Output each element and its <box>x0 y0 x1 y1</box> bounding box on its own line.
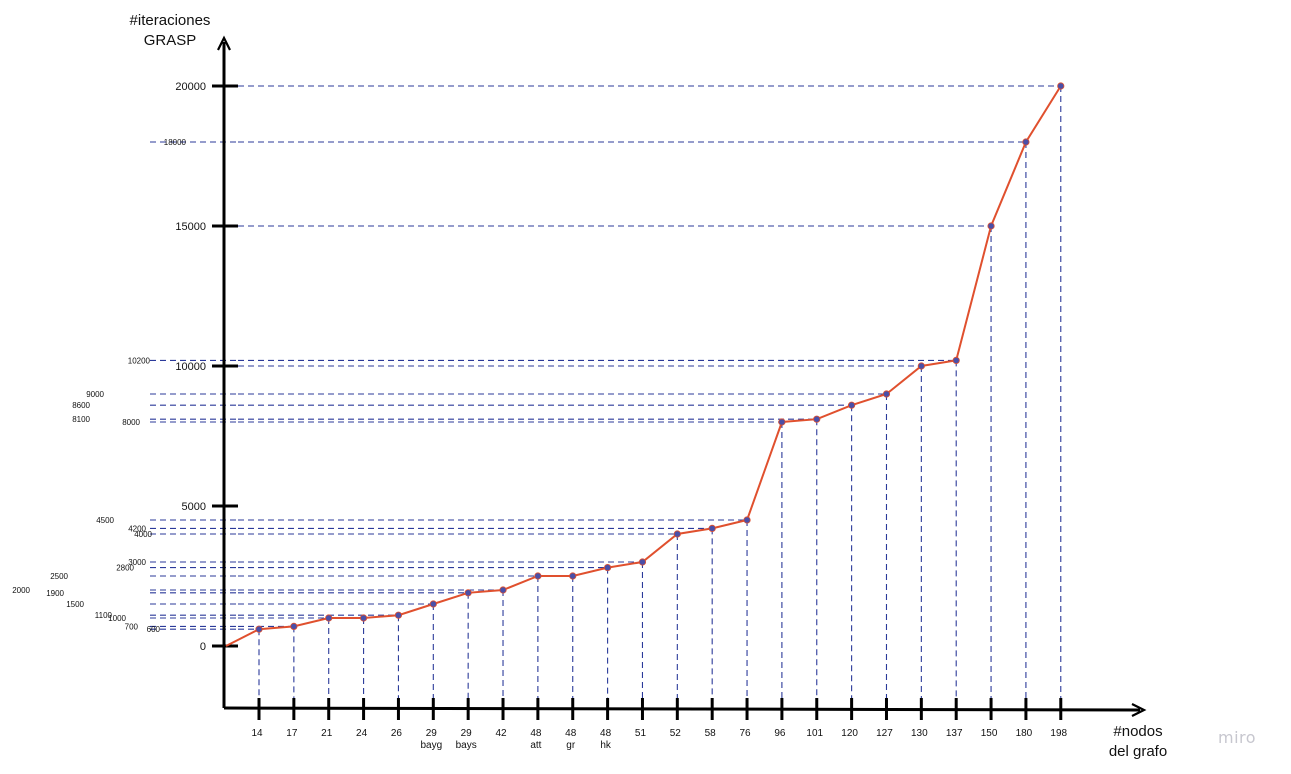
x-tick-label: 48 <box>600 728 612 739</box>
y-major-tick-label: 15000 <box>175 221 206 233</box>
x-tick-label: 180 <box>1016 728 1033 739</box>
y-major-tick-label: 5000 <box>182 501 206 513</box>
x-tick-label: 26 <box>391 728 403 739</box>
x-tick-label: 52 <box>670 728 682 739</box>
data-point <box>394 611 403 619</box>
data-point <box>499 586 507 594</box>
x-tick-label: 29 <box>461 728 473 739</box>
y-minor-label: 700 <box>125 622 139 631</box>
data-point <box>882 390 891 398</box>
x-tick-label: 51 <box>635 728 647 739</box>
y-axis-arrow <box>217 35 231 51</box>
y-minor-label: 18000 <box>164 138 187 147</box>
data-points <box>255 82 1065 633</box>
data-point <box>255 625 263 633</box>
y-minor-label: 2800 <box>116 564 134 573</box>
data-point <box>534 572 542 580</box>
miro-watermark: miro <box>1218 728 1257 747</box>
x-tick-label: 120 <box>841 728 858 739</box>
x-tick-label: 76 <box>739 728 751 739</box>
y-minor-label: 1000 <box>108 614 126 623</box>
x-axis-title: del grafo <box>1109 743 1167 760</box>
x-tick-label: 96 <box>774 728 786 739</box>
x-axis-arrow <box>1131 703 1147 717</box>
x-tick-label: 14 <box>251 728 263 739</box>
y-major-tick-label: 10000 <box>175 361 206 373</box>
y-minor-label: 2000 <box>12 586 30 595</box>
x-tick-label: 42 <box>495 728 507 739</box>
data-point <box>813 415 821 423</box>
data-point <box>917 362 925 370</box>
y-minor-label: 1900 <box>46 589 64 598</box>
y-minor-label: 1100 <box>95 611 113 620</box>
x-tick-label: 137 <box>946 728 963 739</box>
axis-ticks <box>212 84 1063 720</box>
x-tick-label: 29 <box>426 728 438 739</box>
data-point <box>464 589 472 597</box>
x-axis <box>223 706 1141 712</box>
data-point <box>1057 82 1065 90</box>
y-axis-title: #iteraciones <box>130 12 211 29</box>
y-minor-label: 8600 <box>72 401 90 410</box>
x-axis-title: #nodos <box>1113 723 1162 740</box>
x-tick-label: 130 <box>911 728 928 739</box>
x-tick-label: 21 <box>321 728 333 739</box>
x-tick-label: bays <box>456 740 477 751</box>
y-minor-label: 9000 <box>86 390 104 399</box>
x-tick-label: hk <box>600 740 612 751</box>
x-tick-label: 24 <box>356 728 368 739</box>
data-point <box>848 401 856 409</box>
x-tick-label: gr <box>566 740 576 751</box>
data-point <box>638 558 647 566</box>
x-tick-label: 17 <box>286 728 298 739</box>
data-point <box>603 563 612 572</box>
data-point <box>325 614 333 622</box>
y-minor-label: 4200 <box>128 524 146 533</box>
y-minor-label: 1500 <box>66 600 84 609</box>
y-minor-label: 4000 <box>134 530 152 539</box>
data-point <box>359 614 368 622</box>
x-tick-label: 127 <box>876 728 893 739</box>
data-point <box>569 572 577 580</box>
x-tick-label: 101 <box>806 728 823 739</box>
data-point <box>952 356 960 364</box>
y-minor-label: 4500 <box>96 516 114 525</box>
data-point <box>673 530 681 538</box>
y-major-tick-label: 20000 <box>175 81 206 93</box>
y-minor-label: 10200 <box>128 356 151 365</box>
data-point <box>429 600 437 608</box>
data-point <box>708 524 716 533</box>
x-tick-label: 48 <box>530 728 542 739</box>
y-minor-label: 8100 <box>72 415 90 424</box>
axis-labels: 0500010000150002000060070010001100150019… <box>12 12 1167 760</box>
axes <box>217 35 1147 717</box>
y-minor-label: 2500 <box>50 572 68 581</box>
y-minor-label: 8000 <box>122 418 140 427</box>
y-axis-title: GRASP <box>144 32 197 49</box>
x-tick-label: 198 <box>1050 728 1067 739</box>
y-minor-label: 600 <box>147 625 161 634</box>
guide-lines <box>150 85 1062 708</box>
x-tick-label: 150 <box>981 728 998 739</box>
x-tick-label: 58 <box>705 728 717 739</box>
data-point <box>987 222 995 230</box>
y-minor-label: 3000 <box>128 558 146 567</box>
data-point <box>290 622 298 631</box>
x-tick-label: att <box>530 740 541 751</box>
data-point <box>1022 138 1030 146</box>
x-tick-label: 48 <box>565 728 577 739</box>
y-major-tick-label: 0 <box>200 641 206 653</box>
x-tick-label: bayg <box>420 740 442 751</box>
data-point <box>743 516 751 524</box>
data-point <box>778 418 786 426</box>
